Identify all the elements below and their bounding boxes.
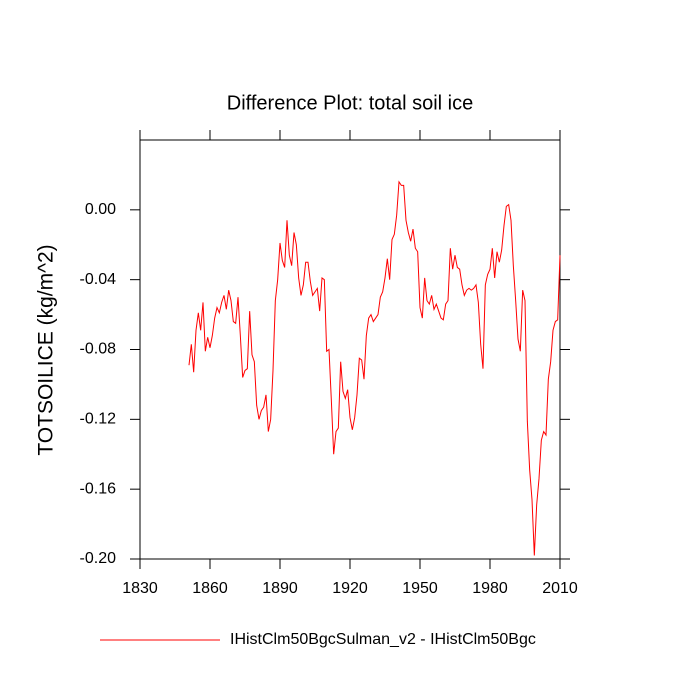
y-tick-label: -0.12 (80, 411, 117, 428)
y-tick-label: -0.20 (80, 550, 117, 567)
y-axis-label: TOTSOILICE (kg/m^2) (35, 244, 58, 455)
x-tick-label: 1950 (402, 580, 438, 597)
x-tick-label: 1920 (332, 580, 368, 597)
x-tick-label: 1830 (122, 580, 158, 597)
y-tick-label: -0.04 (80, 271, 117, 288)
data-line (188, 180, 561, 556)
chart-title: Difference Plot: total soil ice (227, 92, 473, 114)
y-tick-label: -0.08 (80, 341, 117, 358)
y-tick-label: -0.16 (80, 480, 117, 497)
x-tick-label: 1890 (262, 580, 298, 597)
x-tick-label: 1860 (192, 580, 228, 597)
y-tick-label: 0.00 (85, 201, 116, 218)
x-tick-label: 1980 (472, 580, 508, 597)
x-tick-label: 2010 (542, 580, 578, 597)
legend-label: IHistClm50BgcSulman_v2 - IHistClm50Bgc (230, 631, 536, 648)
plot-frame (139, 139, 561, 560)
